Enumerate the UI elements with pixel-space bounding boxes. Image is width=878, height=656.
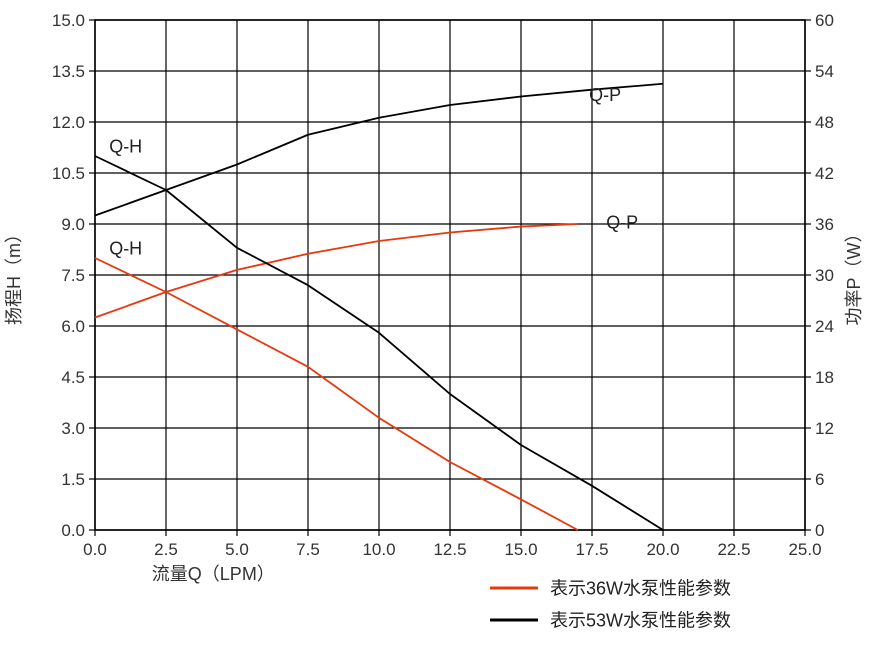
y-left-tick-label: 9.0 (61, 215, 85, 234)
y-right-tick-label: 12 (815, 419, 834, 438)
y-left-tick-label: 7.5 (61, 266, 85, 285)
series-label-qp36: Q-P (606, 212, 638, 232)
x-tick-label: 25.0 (788, 540, 821, 559)
y-left-tick-label: 6.0 (61, 317, 85, 336)
legend-label: 表示53W水泵性能参数 (550, 610, 731, 630)
y-left-tick-label: 0.0 (61, 521, 85, 540)
y-left-tick-label: 1.5 (61, 470, 85, 489)
y-right-tick-label: 6 (815, 470, 824, 489)
y-left-tick-label: 13.5 (52, 62, 85, 81)
x-tick-label: 20.0 (646, 540, 679, 559)
pump-performance-chart: 0.0 2.5 5.0 7.5 10.0 12.5 15.0 17.5 20.0 22.5 25.0… (0, 0, 878, 656)
x-tick-label: 17.5 (575, 540, 608, 559)
y-right-tick-label: 60 (815, 11, 834, 30)
x-tick-label: 12.5 (433, 540, 466, 559)
y-right-tick-label: 24 (815, 317, 834, 336)
x-tick-label: 10.0 (362, 540, 395, 559)
y-right-tick-label: 18 (815, 368, 834, 387)
x-tick-label: 0.0 (83, 540, 107, 559)
chart-svg: 0.0 2.5 5.0 7.5 10.0 12.5 15.0 17.5 20.0 22.5 25.0… (0, 0, 878, 656)
y-right-tick-label: 48 (815, 113, 834, 132)
series-label-qh53: Q-H (109, 137, 142, 157)
y-left-tick-label: 3.0 (61, 419, 85, 438)
y-right-tick-label: 54 (815, 62, 834, 81)
x-tick-label: 7.5 (296, 540, 320, 559)
x-axis-title: 流量Q（LPM） (152, 564, 275, 584)
x-tick-label: 2.5 (154, 540, 178, 559)
x-tick-label: 15.0 (504, 540, 537, 559)
y-right-tick-label: 36 (815, 215, 834, 234)
y-left-tick-label: 4.5 (61, 368, 85, 387)
y-right-tick-label: 30 (815, 266, 834, 285)
y-right-axis-title: 功率P（W） (844, 225, 864, 326)
x-tick-label: 5.0 (225, 540, 249, 559)
x-tick-label: 22.5 (717, 540, 750, 559)
legend-label: 表示36W水泵性能参数 (550, 578, 731, 598)
y-right-tick-label: 42 (815, 164, 834, 183)
y-left-axis-title: 扬程H（m） (4, 225, 24, 325)
series-label-qh36: Q-H (109, 239, 142, 259)
y-left-tick-label: 15.0 (52, 11, 85, 30)
y-right-tick-label: 0 (815, 521, 824, 540)
y-left-tick-label: 12.0 (52, 113, 85, 132)
y-left-tick-label: 10.5 (52, 164, 85, 183)
series-label-qp53: Q-P (589, 85, 621, 105)
